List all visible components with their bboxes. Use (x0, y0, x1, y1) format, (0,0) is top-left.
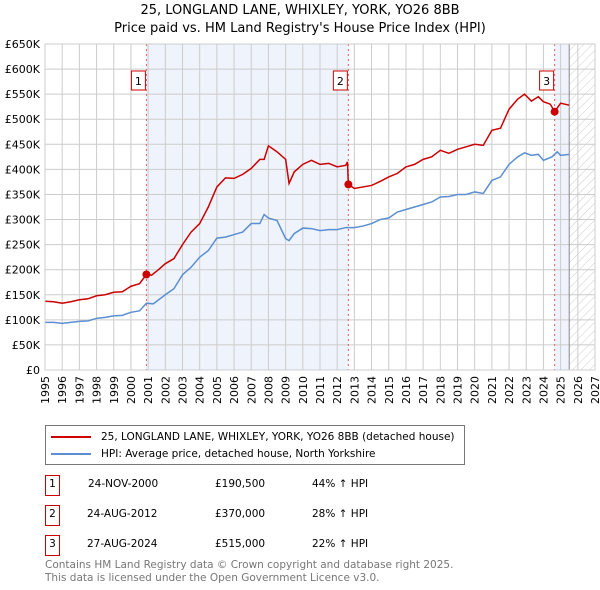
x-tick-label: 2020 (469, 376, 482, 404)
sale-label: 2 (337, 75, 344, 88)
transaction-price: £190,500 (215, 478, 266, 490)
plot-border (44, 43, 596, 371)
transaction-price: £370,000 (215, 508, 266, 520)
y-tick-label: £300K (5, 214, 41, 227)
x-tick-label: 2009 (280, 376, 293, 404)
y-tick-label: £0 (26, 364, 40, 377)
x-tick-label: 1997 (73, 376, 86, 404)
y-tick-label: £150K (5, 289, 41, 302)
shaded-region (554, 44, 570, 370)
y-tick-label: £50K (12, 339, 41, 352)
x-tick-label: 2015 (383, 376, 396, 404)
property-price-line (44, 93, 570, 305)
x-tick-label: 2012 (331, 376, 344, 404)
footer: Contains HM Land Registry data © Crown c… (45, 559, 453, 585)
transaction-price: £515,000 (215, 538, 266, 550)
legend-label-property: 25, LONGLAND LANE, WHIXLEY, YORK, YO26 8… (101, 430, 455, 443)
transaction-hpi: 28% ↑ HPI (312, 508, 369, 520)
footer-licence: This data is licensed under the Open Gov… (45, 572, 380, 584)
legend-label-hpi: HPI: Average price, detached house, Nort… (101, 447, 376, 460)
legend-item-property: 25, LONGLAND LANE, WHIXLEY, YORK, YO26 8… (46, 428, 455, 445)
sale-label-box (332, 70, 348, 91)
x-tick-label: 2000 (125, 376, 138, 404)
y-tick-label: £350K (5, 188, 41, 201)
x-tick-label: 2011 (314, 376, 327, 404)
legend-swatch-hpi (51, 452, 91, 455)
x-tick-label: 1998 (91, 376, 104, 404)
forecast-hatch (569, 44, 595, 370)
sale-point (550, 107, 559, 116)
sale-label-box (539, 70, 555, 91)
x-tick-label: 2013 (348, 376, 361, 404)
legend-item-hpi: HPI: Average price, detached house, Nort… (46, 445, 376, 462)
transaction-badge: 3 (45, 535, 60, 556)
transaction-hpi: 44% ↑ HPI (312, 478, 369, 490)
hpi-line (45, 150, 570, 325)
x-tick-label: 2010 (297, 376, 310, 404)
sale-point (344, 180, 353, 189)
x-tick-label: 2007 (245, 376, 258, 404)
sale-point (142, 270, 151, 279)
transaction-badge: 1 (45, 475, 60, 496)
x-tick-label: 2019 (452, 376, 465, 404)
x-tick-label: 2016 (400, 376, 413, 404)
y-tick-label: £200K (5, 264, 41, 277)
y-tick-label: £400K (5, 163, 41, 176)
x-tick-label: 2022 (503, 376, 516, 404)
y-tick-label: £550K (5, 88, 41, 101)
x-tick-label: 2018 (434, 376, 447, 404)
sale-label-box (130, 70, 146, 91)
x-tick-label: 2014 (366, 376, 379, 404)
legend-swatch-property (51, 435, 91, 438)
transaction-date: 27-AUG-2024 (87, 538, 158, 550)
transaction-badge: 2 (45, 505, 60, 526)
x-tick-label: 2021 (486, 376, 499, 404)
legend: 25, LONGLAND LANE, WHIXLEY, YORK, YO26 8… (45, 425, 465, 465)
x-tick-label: 2006 (228, 376, 241, 404)
transaction-date: 24-NOV-2000 (88, 478, 159, 490)
y-tick-label: £450K (5, 138, 41, 151)
x-tick-label: 2027 (589, 376, 600, 404)
x-tick-label: 2001 (142, 376, 155, 404)
chart-title: 25, LONGLAND LANE, WHIXLEY, YORK, YO26 8… (140, 3, 460, 18)
x-tick-label: 2017 (417, 376, 430, 404)
x-tick-label: 2026 (572, 376, 585, 404)
y-tick-label: £650K (5, 38, 41, 51)
x-tick-label: 2025 (555, 376, 568, 404)
x-tick-label: 2024 (537, 376, 550, 404)
y-tick-label: £600K (5, 63, 41, 76)
x-tick-label: 2005 (211, 376, 224, 404)
x-tick-label: 2002 (159, 376, 172, 404)
chart-subtitle: Price paid vs. HM Land Registry's House … (114, 21, 486, 36)
x-tick-label: 2023 (520, 376, 533, 404)
x-tick-label: 2008 (262, 376, 275, 404)
price-chart: 1995 1996 1997 1998 1999 2000 2001 2002 2003 2004… (5, 38, 600, 404)
sale-label: 1 (135, 75, 142, 88)
transaction-hpi: 22% ↑ HPI (312, 538, 369, 550)
x-tick-label: 1995 (39, 376, 52, 404)
shaded-region (146, 44, 349, 370)
y-tick-label: £250K (5, 239, 41, 252)
x-tick-label: 1999 (108, 376, 121, 404)
x-tick-label: 2004 (194, 376, 207, 404)
transaction-date: 24-AUG-2012 (87, 508, 158, 520)
y-tick-label: £100K (5, 314, 41, 327)
y-tick-label: £500K (5, 113, 41, 126)
sale-label: 3 (543, 75, 550, 88)
footer-copyright: Contains HM Land Registry data © Crown c… (45, 559, 454, 571)
x-tick-label: 1996 (56, 376, 69, 404)
x-tick-label: 2003 (177, 376, 190, 404)
